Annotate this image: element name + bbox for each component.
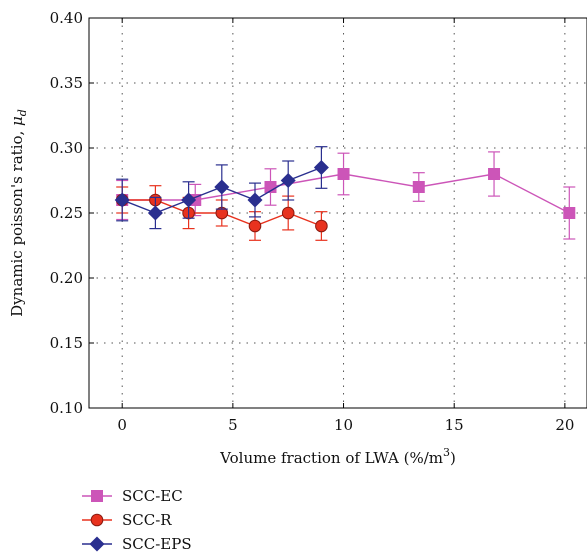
data-point [181,192,197,208]
data-point [281,206,295,220]
legend-label: SCC-EPS [122,535,192,553]
x-axis-title-superscript: 3 [443,446,450,459]
legend-item-scc-r: SCC-R [82,511,172,529]
y-tick-label: 0.15 [50,334,83,352]
data-point [412,181,425,193]
legend: SCC-EC SCC-R SCC-EPS [82,487,192,553]
legend-item-scc-ec: SCC-EC [82,487,183,505]
y-tick-label: 0.30 [50,139,83,157]
x-axis-title: Volume fraction of LWA (%/m3) [219,446,456,467]
x-tick-label: 5 [228,416,238,434]
x-axis-title-end: ) [450,449,456,467]
series-scc-eps [114,146,329,230]
data-point [315,219,328,233]
x-tick-label: 0 [117,416,127,434]
x-tick-label: 10 [334,416,353,434]
y-tick-label: 0.25 [50,204,83,222]
grid [89,18,587,408]
legend-marker [90,513,104,527]
data-point [147,205,163,221]
y-tick-label: 0.35 [50,74,83,92]
data-point [247,192,263,208]
legend-marker [91,490,103,502]
ticks: 0 5 10 15 20 0.10 0.15 0.20 0.25 0.30 0.35 0.40 [50,9,575,434]
data-point [214,179,230,195]
data-point [488,168,501,180]
x-tick-label: 20 [555,416,574,434]
y-tick-label: 0.40 [50,9,83,27]
y-tick-label: 0.10 [50,399,83,417]
data-point [337,168,350,180]
data-point [313,159,329,176]
legend-label: SCC-EC [122,487,183,505]
legend-label: SCC-R [122,511,172,529]
legend-item-scc-eps: SCC-EPS [82,535,192,553]
y-axis-title-subscript: d [16,109,29,116]
data-point [280,172,296,189]
y-axis-title: Dynamic poisson's ratio, μd [8,109,29,317]
series-scc-ec [116,151,576,240]
y-axis-title-symbol: μ [8,116,26,126]
legend-marker [89,536,105,552]
data-point [563,207,576,219]
data-point [114,192,130,208]
data-point [248,219,262,233]
x-tick-label: 15 [445,416,464,434]
series-layer [114,146,576,241]
y-tick-label: 0.20 [50,269,83,287]
